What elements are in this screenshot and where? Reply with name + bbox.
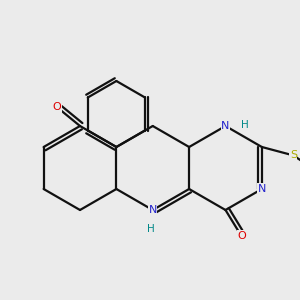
- Text: N: N: [258, 184, 266, 194]
- Text: S: S: [290, 150, 297, 161]
- Text: O: O: [237, 231, 246, 241]
- Text: N: N: [221, 121, 230, 131]
- Text: O: O: [52, 102, 61, 112]
- Text: N: N: [148, 205, 157, 215]
- Text: H: H: [147, 224, 154, 234]
- Text: H: H: [241, 120, 248, 130]
